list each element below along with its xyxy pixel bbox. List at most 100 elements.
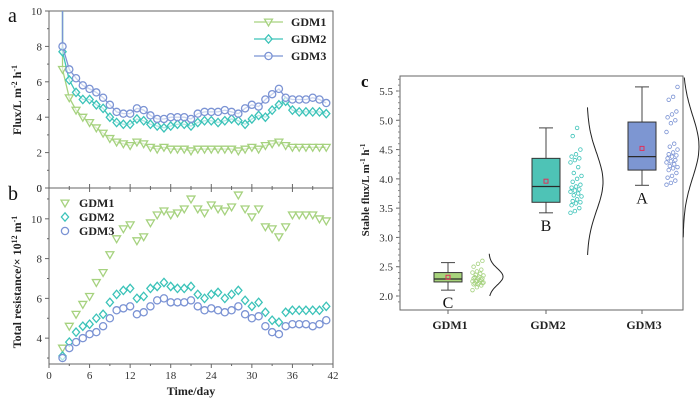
data-point <box>576 191 581 196</box>
data-point-gdm1 <box>70 106 82 116</box>
data-point-gdm1 <box>138 233 149 242</box>
data-point-gdm3 <box>119 304 128 313</box>
distribution-curve <box>682 77 700 238</box>
data-point <box>578 182 583 187</box>
y-tick-label: 4 <box>37 333 43 345</box>
data-point <box>470 270 475 275</box>
data-point-gdm2 <box>294 305 304 316</box>
data-point-gdm2 <box>220 115 230 126</box>
panel-b-series <box>57 191 332 363</box>
data-point-gdm1 <box>165 211 176 221</box>
data-point-gdm1 <box>267 225 278 235</box>
data-point-gdm3 <box>71 74 81 83</box>
legend-label-gdm3: GDM3 <box>79 224 114 238</box>
data-point <box>578 147 583 152</box>
data-point-gdm1 <box>287 143 298 153</box>
data-point-gdm3 <box>65 65 74 74</box>
data-point-gdm1 <box>179 205 190 215</box>
data-point-gdm3 <box>132 310 142 319</box>
panel-b-letter: b <box>8 183 18 205</box>
data-point <box>669 154 675 159</box>
data-point-gdm1 <box>321 143 332 153</box>
data-point-gdm2 <box>152 120 162 132</box>
data-point <box>579 194 584 199</box>
data-point-gdm2 <box>64 74 74 86</box>
data-point-gdm2 <box>254 297 264 308</box>
data-point-gdm2 <box>173 283 182 294</box>
data-point <box>472 275 477 280</box>
data-point-gdm2 <box>281 307 291 318</box>
data-point-gdm2 <box>71 87 81 98</box>
x-tick-label: 30 <box>246 370 258 382</box>
data-point <box>571 193 576 198</box>
box-group-gdm2: B <box>531 107 604 256</box>
data-point-gdm1 <box>314 143 325 153</box>
data-point-gdm3 <box>213 107 223 117</box>
data-point-gdm2 <box>152 281 162 292</box>
data-point-gdm1 <box>145 219 156 229</box>
data-point <box>664 182 669 187</box>
data-point <box>670 166 676 171</box>
y-tick-label: 5.0 <box>379 115 393 127</box>
data-point <box>665 175 670 180</box>
data-point-gdm3 <box>125 109 135 118</box>
significance-letter: B <box>541 218 552 235</box>
data-point-gdm1 <box>199 145 210 155</box>
data-point-gdm1 <box>226 145 237 155</box>
data-point-gdm1 <box>294 143 305 153</box>
data-point-gdm2 <box>260 307 270 318</box>
data-point-gdm2 <box>125 119 135 130</box>
data-point-gdm1 <box>111 235 122 244</box>
panel-b-y-axis: 4 6 8 10 0 <box>31 183 49 359</box>
box-group-gdm1: C <box>433 253 504 312</box>
data-point <box>668 159 674 164</box>
data-point-gdm2 <box>267 315 277 326</box>
data-point <box>574 125 580 131</box>
data-point-gdm2 <box>315 106 324 118</box>
data-point <box>578 200 583 205</box>
data-point-gdm2 <box>254 110 264 121</box>
data-point <box>574 176 580 182</box>
data-point <box>665 115 670 120</box>
data-point-gdm1 <box>165 145 176 155</box>
data-point-gdm2 <box>287 104 297 116</box>
data-point-gdm2 <box>227 289 237 300</box>
legend-label-gdm2: GDM2 <box>79 210 114 224</box>
data-point-gdm1 <box>246 143 257 153</box>
data-point <box>569 154 574 159</box>
data-point-gdm3 <box>179 112 189 122</box>
data-point-gdm2 <box>112 289 122 300</box>
data-point <box>675 164 680 170</box>
x-tick-label: 24 <box>206 370 218 382</box>
legend-label-gdm3: GDM3 <box>291 49 326 63</box>
data-point-gdm3 <box>234 109 243 118</box>
data-point-gdm3 <box>240 104 250 113</box>
data-point-gdm2 <box>78 94 88 105</box>
distribution-curve <box>488 253 504 297</box>
data-point-gdm1 <box>307 143 318 153</box>
data-point-gdm1 <box>91 278 102 288</box>
data-point-gdm3 <box>227 306 236 315</box>
data-point-gdm1 <box>240 145 251 155</box>
y-tick-label: 4.0 <box>379 174 393 186</box>
data-point-gdm1 <box>267 140 278 150</box>
data-point-gdm3 <box>213 306 223 315</box>
data-point-gdm3 <box>247 100 257 110</box>
mean-marker <box>445 274 451 280</box>
distribution-curve <box>587 107 604 256</box>
data-point-gdm3 <box>227 107 236 117</box>
data-point <box>670 94 676 100</box>
panel-c-letter: c <box>361 72 369 91</box>
data-point-gdm3 <box>65 343 74 353</box>
legend-marker-gdm3 <box>60 226 70 236</box>
y-tick-label: 6 <box>37 293 43 305</box>
data-point-gdm3 <box>98 321 108 331</box>
legend-label-gdm1: GDM1 <box>79 196 114 210</box>
data-point-gdm2 <box>260 112 270 123</box>
data-point-gdm1 <box>104 134 115 144</box>
data-point <box>568 160 573 165</box>
data-point <box>572 157 578 163</box>
data-point-gdm1 <box>280 223 291 233</box>
